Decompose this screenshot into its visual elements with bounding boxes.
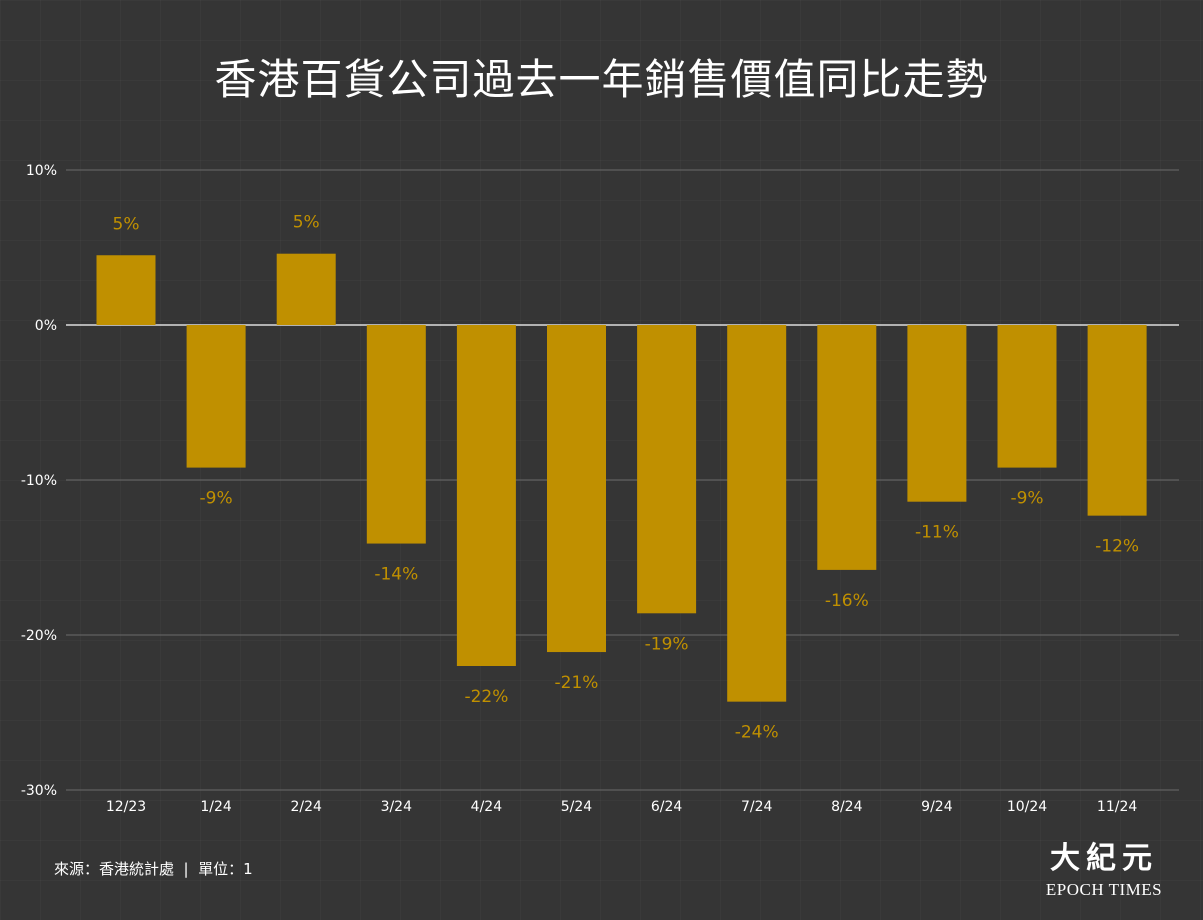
y-tick-label: 10% — [26, 163, 57, 179]
data-label: -9% — [200, 489, 233, 509]
chart-title: 香港百貨公司過去一年銷售價值同比走勢 — [214, 55, 989, 104]
y-tick-label: 0% — [35, 318, 57, 334]
bar-12-23 — [96, 255, 156, 325]
y-tick-label: -20% — [21, 628, 57, 644]
bar-5-24 — [547, 325, 606, 653]
bar-1-24 — [186, 325, 246, 468]
bar-8-24 — [817, 325, 877, 570]
bar-7-24 — [727, 325, 787, 702]
data-label: 5% — [293, 213, 320, 233]
data-label: -12% — [1095, 537, 1139, 557]
x-tick-label: 12/23 — [106, 799, 146, 815]
x-tick-label: 11/24 — [1097, 799, 1137, 815]
data-label: -24% — [735, 723, 779, 743]
x-tick-label: 8/24 — [831, 799, 863, 815]
x-tick-label: 6/24 — [651, 799, 683, 815]
bar-6-24 — [637, 325, 697, 614]
bar-3-24 — [366, 325, 426, 544]
y-tick-label: -10% — [21, 473, 57, 489]
x-tick-label: 1/24 — [200, 799, 232, 815]
data-label: -21% — [555, 673, 599, 693]
bar-9-24 — [907, 325, 967, 502]
bar-4-24 — [456, 325, 516, 666]
x-tick-label: 7/24 — [741, 799, 773, 815]
y-tick-label: -30% — [21, 783, 57, 799]
data-label: -9% — [1010, 489, 1043, 509]
x-tick-label: 3/24 — [381, 799, 413, 815]
data-label: 5% — [113, 214, 140, 234]
data-label: -19% — [645, 634, 689, 654]
data-label: -22% — [464, 687, 508, 707]
logo-cn-text: 大紀元 — [1050, 841, 1158, 876]
x-tick-label: 2/24 — [290, 799, 322, 815]
x-tick-label: 9/24 — [921, 799, 953, 815]
data-label: -16% — [825, 591, 869, 611]
source-note: 來源：香港統計處 | 單位：1 — [54, 860, 253, 878]
x-tick-label: 5/24 — [561, 799, 593, 815]
bar-10-24 — [997, 325, 1057, 468]
epoch-times-logo: 大紀元 EPOCH TIMES — [1040, 842, 1168, 900]
x-tick-label: 10/24 — [1007, 799, 1047, 815]
bar-2-24 — [276, 253, 336, 325]
logo-en-text: EPOCH TIMES — [1045, 880, 1163, 899]
data-label: -14% — [374, 565, 418, 585]
bar-11-24 — [1087, 325, 1147, 516]
x-tick-label: 4/24 — [471, 799, 503, 815]
data-label: -11% — [915, 523, 959, 543]
